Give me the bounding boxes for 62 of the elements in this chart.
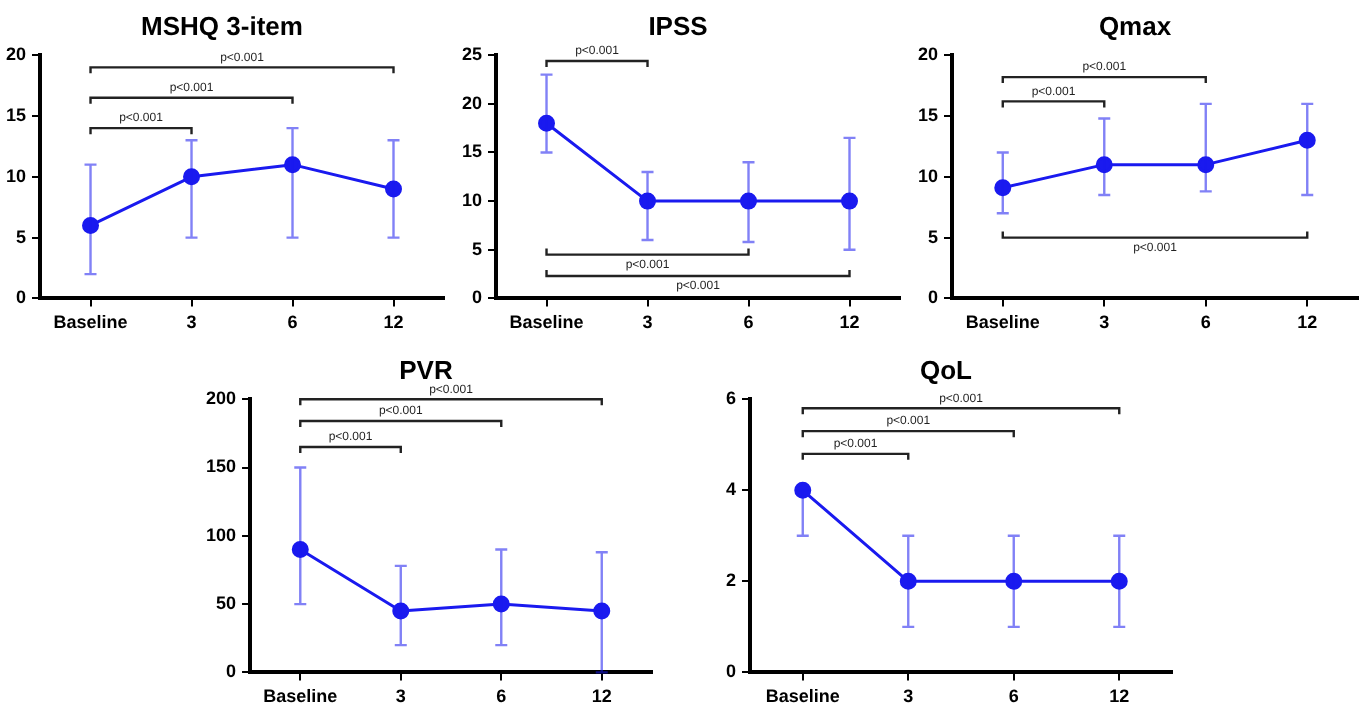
- x-tick-label: Baseline: [263, 686, 338, 707]
- x-tick-label: 3: [903, 686, 914, 707]
- x-tick-label: Baseline: [965, 312, 1040, 333]
- point: [385, 180, 402, 198]
- y-tick-label: 6: [725, 388, 737, 409]
- y-tick-label: 15: [461, 141, 483, 162]
- x-tick-label: 6: [1200, 312, 1211, 333]
- y-tick-label: 100: [205, 524, 237, 545]
- x-tick-label: Baseline: [765, 686, 840, 707]
- y-tick-label: 20: [461, 92, 483, 113]
- point: [392, 602, 410, 620]
- y-tick-label: 0: [927, 287, 939, 308]
- point: [284, 156, 302, 174]
- point: [1095, 156, 1113, 174]
- x-tick-label: 3: [186, 312, 197, 333]
- y-tick-label: 0: [471, 287, 483, 308]
- y-tick-label: 5: [927, 226, 939, 247]
- x-tick-label: 6: [496, 686, 507, 707]
- x-tick-label: 12: [591, 686, 612, 707]
- y-tick-label: 0: [15, 287, 27, 308]
- chart-title: IPSS: [648, 10, 709, 41]
- x-tick-label: 3: [642, 312, 653, 333]
- x-tick-label: 6: [1008, 686, 1019, 707]
- chart-title: PVR: [399, 354, 454, 385]
- y-tick-label: 5: [471, 238, 483, 259]
- y-tick-label: 4: [725, 479, 737, 500]
- point: [82, 216, 100, 234]
- point: [291, 540, 309, 558]
- point: [1298, 131, 1316, 149]
- y-tick-label: 15: [917, 104, 939, 125]
- x-tick-label: 12: [839, 312, 860, 333]
- x-tick-label: 6: [743, 312, 754, 333]
- point: [994, 179, 1012, 197]
- y-tick-label: 10: [5, 165, 27, 186]
- chart-title: QoL: [920, 354, 973, 385]
- point: [1197, 156, 1215, 174]
- x-tick-label: 12: [1297, 312, 1318, 333]
- y-tick-label: 10: [917, 165, 939, 186]
- y-tick-label: 150: [205, 456, 237, 477]
- y-tick-label: 200: [205, 388, 237, 409]
- y-tick-label: 2: [725, 570, 737, 591]
- x-tick-label: 12: [383, 312, 404, 333]
- y-tick-label: 50: [216, 593, 237, 614]
- y-tick-label: 5: [15, 226, 27, 247]
- chart-title: Qmax: [1098, 10, 1173, 41]
- point: [492, 595, 510, 613]
- chart-title: MSHQ 3-item: [141, 10, 303, 41]
- x-tick-label: 3: [395, 686, 406, 707]
- x-tick-label: 6: [287, 312, 298, 333]
- y-tick-label: 15: [5, 104, 27, 125]
- y-tick-label: 0: [725, 661, 737, 682]
- y-tick-label: 10: [461, 190, 483, 211]
- y-tick-label: 25: [461, 44, 483, 65]
- x-tick-label: Baseline: [509, 312, 584, 333]
- y-tick-label: 20: [5, 44, 27, 65]
- x-tick-label: 3: [1099, 312, 1110, 333]
- point: [183, 168, 201, 186]
- x-tick-label: 12: [1109, 686, 1130, 707]
- point: [593, 602, 611, 620]
- y-tick-label: 20: [917, 44, 939, 65]
- x-tick-label: Baseline: [53, 312, 128, 333]
- y-tick-label: 0: [226, 661, 237, 682]
